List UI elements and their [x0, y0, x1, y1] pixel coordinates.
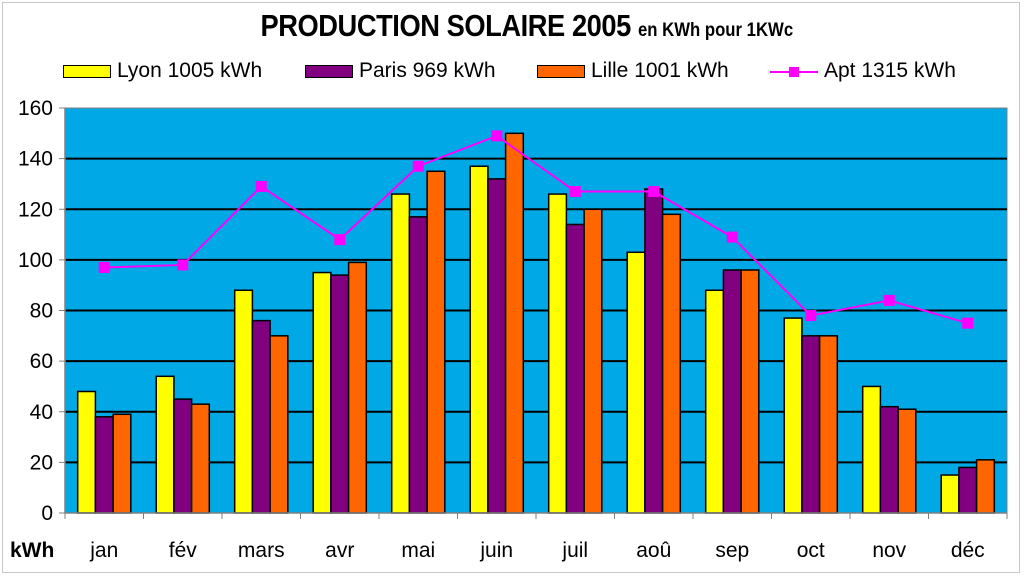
bar-lille-jan: [112, 413, 132, 514]
bar-lyon-fév: [155, 375, 175, 514]
marker-apt-mai: [412, 160, 424, 172]
bar-paris-juin: [487, 178, 507, 514]
y-tick-label: 40: [30, 401, 53, 424]
x-tick-label: sep: [715, 539, 749, 562]
y-tick-label: 160: [18, 97, 53, 120]
y-tick-label: 80: [30, 300, 53, 323]
legend-label-apt: Apt 1315 kWh: [824, 59, 956, 82]
y-tick-label: 140: [18, 148, 53, 171]
bar-lyon-jan: [76, 390, 97, 514]
legend-label-lille: Lille 1001 kWh: [591, 59, 729, 82]
legend-item-paris: Paris 969 kWh: [305, 58, 496, 84]
bar-paris-oct: [801, 335, 821, 514]
legend-label-lyon: Lyon 1005 kWh: [117, 59, 263, 82]
marker-apt-sep: [726, 231, 738, 243]
y-tick-label: 100: [18, 249, 53, 272]
legend-swatch-lyon: [63, 64, 111, 78]
bar-paris-mai: [408, 216, 428, 514]
bar-lyon-nov: [861, 385, 882, 514]
bar-paris-mars: [251, 319, 271, 514]
bar-lyon-juil: [547, 193, 568, 514]
bar-lille-mars: [269, 335, 289, 514]
x-tick-label: nov: [872, 539, 906, 562]
legend-line-marker-apt: [770, 65, 818, 78]
bar-lyon-aoû: [626, 251, 646, 514]
bar-paris-déc: [958, 466, 978, 514]
bar-paris-nov: [879, 405, 899, 514]
bar-paris-sep: [722, 269, 742, 514]
marker-apt-mars: [255, 180, 267, 192]
chart-subtitle: en KWh pour 1KWc: [637, 20, 793, 41]
x-tick-label: avr: [325, 539, 354, 562]
bar-lille-fév: [190, 403, 211, 514]
chart-title-main: PRODUCTION SOLAIRE 2005: [260, 8, 632, 43]
legend-item-lille: Lille 1001 kWh: [537, 58, 729, 84]
line-apt: [104, 134, 969, 325]
bar-lille-nov: [897, 408, 917, 514]
marker-apt-fév: [177, 259, 189, 271]
y-tick-label: 0: [41, 502, 53, 525]
bar-paris-juil: [565, 223, 585, 514]
bar-lille-déc: [975, 459, 996, 514]
axes: [59, 107, 1008, 519]
x-tick-label: déc: [951, 539, 985, 562]
marker-apt-avr: [334, 234, 346, 246]
bar-lille-aoû: [661, 213, 682, 514]
marker-apt-oct: [805, 310, 817, 322]
bar-paris-avr: [330, 274, 350, 514]
bar-lyon-sep: [704, 289, 725, 514]
bar-lyon-déc: [940, 474, 960, 514]
marker-apt-jan: [98, 261, 110, 273]
chart-legend: Lyon 1005 kWh Paris 969 kWh Lille 1001 k…: [0, 58, 1024, 84]
bar-lille-juil: [583, 208, 603, 514]
x-tick-label: jan: [89, 539, 118, 562]
bar-lyon-juin: [469, 165, 489, 514]
unit-label: kWh: [10, 539, 54, 562]
bar-paris-aoû: [644, 188, 664, 514]
marker-apt-nov: [883, 294, 895, 306]
y-tick-label: 20: [30, 451, 53, 474]
gridlines: [65, 157, 1007, 464]
x-tick-label: fév: [169, 539, 198, 562]
bar-lille-sep: [740, 269, 760, 514]
x-tick-label: juin: [479, 539, 513, 562]
bar-lille-juin: [504, 132, 525, 514]
bar-lille-mai: [426, 170, 446, 514]
y-tick-label: 120: [18, 198, 53, 221]
x-tick-label: aoû: [636, 539, 671, 562]
bar-paris-jan: [94, 416, 114, 514]
bar-lille-oct: [818, 335, 839, 514]
x-tick-label: oct: [797, 539, 825, 562]
bar-lille-avr: [347, 261, 368, 514]
axis-labels: 0 20 40 60 80 100 120 140 160 jan fév mars avr mai jui…: [10, 97, 985, 562]
bar-lyon-avr: [312, 271, 332, 514]
x-tick-label: juil: [561, 539, 588, 562]
bar-lyon-oct: [783, 317, 803, 514]
bar-lyon-mai: [390, 193, 411, 514]
legend-item-lyon: Lyon 1005 kWh: [63, 58, 262, 84]
marker-apt-juil: [569, 186, 581, 198]
line-series-apt: [98, 130, 974, 329]
legend-swatch-paris: [305, 64, 353, 78]
marker-apt-aoû: [648, 186, 660, 198]
bar-series: [76, 132, 996, 514]
bar-lyon-mars: [233, 289, 254, 514]
chart-title: PRODUCTION SOLAIRE 2005 en KWh pour 1KWc: [0, 8, 1024, 44]
y-tick-label: 60: [30, 350, 53, 373]
bar-paris-fév: [173, 398, 193, 514]
marker-apt-juin: [491, 130, 503, 142]
x-tick-label: mars: [238, 539, 285, 562]
legend-swatch-lille: [537, 64, 585, 78]
legend-item-apt: Apt 1315 kWh: [770, 58, 956, 84]
legend-label-paris: Paris 969 kWh: [359, 59, 496, 82]
x-tick-label: mai: [401, 539, 435, 562]
marker-apt-déc: [962, 317, 974, 329]
